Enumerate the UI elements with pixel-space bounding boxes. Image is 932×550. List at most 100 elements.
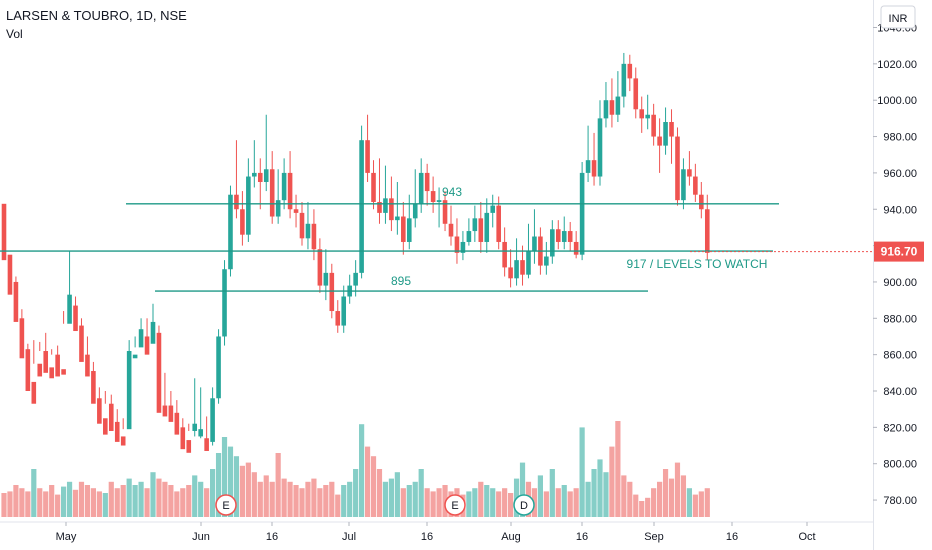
volume-bar xyxy=(692,494,698,517)
y-tick-label: 980.00 xyxy=(883,132,917,144)
candle-body xyxy=(567,231,573,242)
candle-body xyxy=(603,100,609,119)
y-tick-label: 860.00 xyxy=(883,350,917,362)
y-tick-label: 940.00 xyxy=(883,204,917,216)
x-tick-label: 16 xyxy=(421,531,433,543)
currency-badge-text: INR xyxy=(889,13,908,25)
x-tick-label: May xyxy=(56,531,77,543)
volume-bar xyxy=(210,469,216,517)
candle-body xyxy=(597,118,603,177)
candle-body xyxy=(204,438,209,451)
volume-bar xyxy=(466,491,472,517)
candle-body xyxy=(240,209,245,235)
volume-bar xyxy=(84,485,91,517)
candle-body xyxy=(412,203,418,219)
volume-bar xyxy=(25,491,31,517)
time-axis[interactable]: May Jun 16 Jul 16 Aug 16 Sep 16 Oct xyxy=(56,522,816,543)
level-label: 917 / LEVELS TO WATCH xyxy=(627,257,768,271)
volume-bar xyxy=(192,475,198,517)
currency-badge[interactable]: INR xyxy=(880,5,916,29)
volume-bar xyxy=(31,469,37,517)
volume-bar xyxy=(66,481,73,517)
candle-body xyxy=(693,176,698,195)
candle-body xyxy=(269,169,275,217)
candle-body xyxy=(61,369,66,375)
candle-body xyxy=(216,336,221,399)
last-price-value: 916.70 xyxy=(881,245,918,259)
candle-body xyxy=(472,218,478,232)
candle-body xyxy=(126,351,132,430)
volume-bar xyxy=(78,481,85,517)
candle-body xyxy=(520,260,525,275)
price-axis[interactable]: 780.00 800.00 820.00 840.00 860.00 880.00 900.… xyxy=(873,23,917,508)
event-badge-letter: E xyxy=(451,500,458,512)
y-tick-label: 780.00 xyxy=(883,495,917,507)
candle-body xyxy=(79,325,84,362)
volume-bar xyxy=(37,488,43,517)
volume-bar xyxy=(174,491,180,517)
symbol-title[interactable]: LARSEN & TOUBRO, 1D, NSE xyxy=(6,8,187,23)
candle-body xyxy=(162,405,168,417)
volume-bar xyxy=(126,478,132,517)
volume-bar xyxy=(132,485,138,517)
volume-bar xyxy=(543,491,549,517)
candles xyxy=(1,52,710,453)
candle-body xyxy=(699,194,704,210)
volume-legend[interactable]: Vol xyxy=(6,27,23,41)
volume-bar xyxy=(472,488,478,517)
volume-bar xyxy=(591,469,597,517)
volume-bar xyxy=(603,472,609,517)
candle-body xyxy=(37,363,43,377)
volume-bar xyxy=(388,478,394,517)
candle-body xyxy=(335,311,341,326)
y-tick-label: 900.00 xyxy=(883,277,917,289)
candle-body xyxy=(341,296,347,326)
volume-bar xyxy=(305,481,311,517)
x-tick-label: 16 xyxy=(576,531,588,543)
volume-bar xyxy=(61,486,67,517)
volume-bar xyxy=(311,478,317,517)
volume-bar xyxy=(162,481,168,517)
volume-bar xyxy=(436,488,442,517)
candle-body xyxy=(156,332,162,413)
candle-body xyxy=(406,218,412,242)
volume-bar xyxy=(609,446,615,517)
candle-body xyxy=(561,231,567,242)
volume-bar xyxy=(13,485,19,517)
volume-bar xyxy=(233,456,240,517)
volume-bar xyxy=(19,488,25,517)
volume-bar xyxy=(364,446,371,517)
volume-bar xyxy=(108,481,114,517)
candle-body xyxy=(138,329,144,348)
volume-bar xyxy=(502,488,508,517)
volume-bar xyxy=(287,481,293,517)
volume-bar xyxy=(651,488,657,517)
volume-bar xyxy=(215,453,222,517)
volume-bar xyxy=(430,491,436,517)
candle-body xyxy=(67,294,72,324)
candle-body xyxy=(371,172,376,202)
volume-bar xyxy=(686,488,692,517)
candle-body xyxy=(383,198,388,213)
candle-body xyxy=(633,78,639,110)
volume-bar xyxy=(484,485,490,517)
candle-body xyxy=(120,436,126,446)
volume-bar xyxy=(329,481,335,517)
candle-body xyxy=(275,200,281,217)
volume-bar xyxy=(239,465,245,517)
candle-body xyxy=(490,205,496,213)
candle-body xyxy=(615,96,621,115)
candle-body xyxy=(257,172,263,182)
volume-bar xyxy=(662,469,669,517)
candle-body xyxy=(454,236,460,253)
x-tick-label: 16 xyxy=(726,531,738,543)
volume-bar xyxy=(353,469,359,517)
candle-body xyxy=(85,354,90,377)
volume-bar xyxy=(72,489,79,517)
candle-body xyxy=(704,209,710,253)
volume-bar xyxy=(615,421,621,517)
candle-body xyxy=(150,321,156,344)
candle-body xyxy=(198,429,203,437)
volume-bar xyxy=(478,481,484,517)
